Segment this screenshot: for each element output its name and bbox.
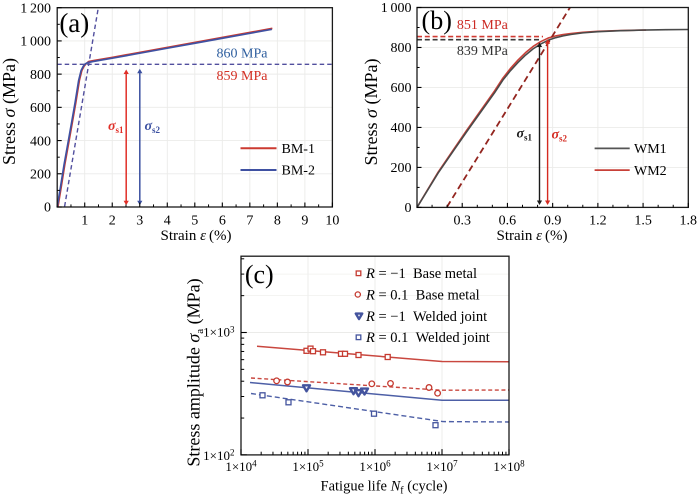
svg-text:(c): (c) — [245, 260, 274, 289]
svg-text:1×107: 1×107 — [426, 459, 458, 474]
svg-text:σs2: σs2 — [552, 127, 568, 143]
svg-text:R = −1 Base metal: R = −1 Base metal — [365, 266, 477, 282]
svg-text:0.9: 0.9 — [544, 214, 562, 229]
svg-text:3: 3 — [136, 214, 143, 229]
svg-text:Fatigue life Nf (cycle): Fatigue life Nf (cycle) — [321, 479, 448, 497]
svg-text:1×104: 1×104 — [225, 459, 257, 474]
svg-text:WM1: WM1 — [634, 142, 667, 157]
svg-text:1.8: 1.8 — [680, 214, 698, 229]
svg-text:1: 1 — [81, 214, 88, 229]
svg-text:0: 0 — [44, 201, 51, 216]
svg-text:1 000: 1 000 — [381, 1, 412, 16]
svg-text:BM-2: BM-2 — [282, 164, 315, 179]
svg-text:σs2: σs2 — [145, 119, 161, 135]
svg-text:1×108: 1×108 — [493, 459, 525, 474]
svg-text:859 MPa: 859 MPa — [217, 69, 269, 84]
svg-text:1.2: 1.2 — [589, 214, 607, 229]
svg-text:200: 200 — [391, 161, 412, 176]
svg-text:R = 0.1 Welded joint: R = 0.1 Welded joint — [365, 330, 490, 346]
svg-text:5: 5 — [191, 214, 198, 229]
svg-text:σs1: σs1 — [108, 119, 124, 135]
svg-text:Stress σ (MPa): Stress σ (MPa) — [361, 59, 382, 166]
svg-text:400: 400 — [391, 121, 412, 136]
svg-text:2: 2 — [109, 214, 116, 229]
svg-text:600: 600 — [30, 101, 51, 116]
svg-text:1×106: 1×106 — [359, 459, 391, 474]
svg-text:9: 9 — [301, 214, 308, 229]
svg-text:0.3: 0.3 — [453, 214, 471, 229]
svg-text:Stress amplitude σa (MPa): Stress amplitude σa (MPa) — [184, 278, 207, 466]
svg-text:800: 800 — [30, 68, 51, 83]
svg-text:1.5: 1.5 — [634, 214, 652, 229]
svg-text:Stress σ (MPa): Stress σ (MPa) — [0, 58, 20, 165]
svg-text:800: 800 — [391, 41, 412, 56]
svg-text:7: 7 — [246, 214, 253, 229]
svg-text:1 000: 1 000 — [20, 35, 51, 50]
svg-text:10: 10 — [325, 214, 339, 229]
svg-text:860 MPa: 860 MPa — [217, 47, 269, 62]
svg-text:0.6: 0.6 — [499, 214, 517, 229]
svg-text:1×103: 1×103 — [203, 324, 235, 339]
svg-text:Strain ε (%): Strain ε (%) — [496, 228, 567, 244]
svg-text:(a): (a) — [59, 8, 89, 38]
svg-text:839 MPa: 839 MPa — [457, 44, 509, 59]
svg-text:4: 4 — [164, 214, 171, 229]
svg-text:BM-1: BM-1 — [282, 142, 315, 157]
svg-text:1×102: 1×102 — [203, 448, 234, 463]
svg-text:WM2: WM2 — [634, 164, 667, 179]
svg-text:8: 8 — [274, 214, 281, 229]
svg-text:0: 0 — [405, 201, 412, 216]
svg-text:Strain ε (%): Strain ε (%) — [160, 228, 231, 244]
svg-text:600: 600 — [391, 81, 412, 96]
svg-text:6: 6 — [219, 214, 226, 229]
svg-text:1×105: 1×105 — [292, 459, 324, 474]
svg-text:1 200: 1 200 — [20, 1, 51, 16]
svg-text:R = −1 Welded joint: R = −1 Welded joint — [365, 309, 487, 325]
svg-text:σs1: σs1 — [517, 126, 533, 142]
svg-text:200: 200 — [30, 167, 51, 182]
svg-text:(b): (b) — [422, 6, 452, 35]
svg-text:R = 0.1 Base metal: R = 0.1 Base metal — [365, 287, 480, 303]
svg-text:400: 400 — [30, 134, 51, 149]
svg-text:851 MPa: 851 MPa — [457, 18, 509, 33]
